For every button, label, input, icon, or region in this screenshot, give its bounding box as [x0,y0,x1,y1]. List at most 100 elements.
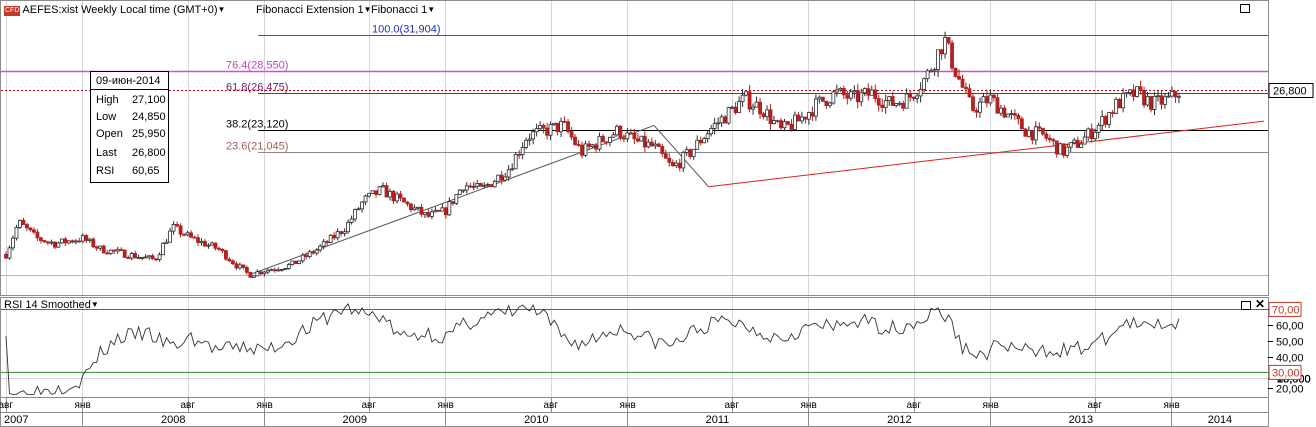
maximize-icon[interactable] [1240,4,1250,13]
candle-body [740,94,745,103]
candle-body [897,102,902,105]
candle-body [32,229,36,233]
candle-body [737,101,742,114]
candle-body [171,224,176,232]
fibonacci-levels: 100.0(31,904) 76.4(28,550) 61.8(26,475) 38.… [1,24,1268,276]
candle-body [995,97,1000,114]
rsi-tick-label: 60,00 [1276,321,1304,333]
candle-body [14,227,19,239]
maximize-icon[interactable] [1241,301,1251,310]
candle-body [866,88,871,96]
candle-body [786,121,790,125]
candle-body [506,169,511,178]
chart-title[interactable]: CFD AEFES:xist Weekly Local time (GMT+0)▼ [4,2,225,17]
candle-body [318,245,323,251]
candle-body [4,253,8,259]
candle-body [709,128,714,135]
candle-body [761,113,766,118]
candle-body [775,120,780,122]
candle-body [880,104,885,108]
candle-body [974,110,979,113]
candle-body [744,91,748,96]
candle-body [1002,107,1007,118]
candle-body [398,193,403,199]
month-label: янв [75,400,91,411]
candle-body [182,233,186,236]
candle-body [1121,92,1126,109]
candle-body [381,185,385,188]
candle-body [35,231,40,239]
candle-body [370,190,375,194]
fibonacci-extension-tag[interactable]: Fibonacci Extension 1▼ [256,2,372,17]
candle-body [220,248,225,252]
fibonacci-level-label: 76.4(28,550) [226,60,288,72]
candle-body [590,144,595,147]
candle-body [468,185,473,188]
candle-body [311,251,316,254]
candle-body [367,192,371,197]
candle-body [217,247,221,250]
candle-body [779,120,783,129]
candle-body [1163,96,1167,105]
candle-body [1030,130,1035,141]
candle-body [1135,86,1139,97]
candle-body [349,218,354,223]
candle-body [42,240,47,243]
candle-body [457,189,462,195]
candle-body [939,49,944,55]
candle-body [915,95,920,99]
candle-body [276,269,281,272]
rsi-series [1,303,1268,396]
candle-body [1107,112,1112,125]
triangle-down-icon[interactable]: ▼ [90,300,99,309]
candle-body [412,207,417,211]
month-label: янв [438,400,454,411]
candle-body [478,182,483,187]
month-label: авг [181,400,196,411]
candle-body [922,78,927,90]
candle-body [66,240,71,244]
candle-body [339,231,344,234]
candle-body [908,93,913,98]
fibonacci-tag[interactable]: Fibonacci 1▼ [371,2,435,17]
candle-body [1152,96,1157,110]
close-icon[interactable]: ✕ [1255,297,1266,311]
candle-body [321,241,326,247]
rsi-tick-label: 20,00 [1276,384,1304,396]
candle-body [674,162,679,167]
triangle-down-icon[interactable]: ▼ [427,5,436,14]
candle-body [262,271,267,275]
candle-body [203,240,207,247]
candle-body [555,122,560,133]
candle-body [164,241,169,244]
candle-body [499,174,504,181]
candle-body [332,234,337,239]
candle-body [642,135,647,148]
candle-body [646,141,651,148]
axis-labels: 10,00015,00020,00025,00030,00026,80020,0… [1268,83,1314,396]
candle-body [52,241,57,248]
candle-body [688,149,693,157]
triangle-down-icon[interactable]: ▼ [363,5,372,14]
candle-body [101,245,106,254]
rsi-panel-title[interactable]: RSI 14 Smoothed▼ [4,299,99,311]
month-label: авг [362,400,377,411]
month-label: янв [257,400,273,411]
candle-body [1124,92,1129,95]
candle-body [199,240,204,243]
candle-body [346,221,351,233]
candle-body [307,251,312,257]
fibonacci-level-label: 38.2(23,120) [226,119,288,131]
candle-body [978,101,982,113]
candle-body [143,256,148,259]
candle-body [936,49,940,70]
candle-body [552,122,556,125]
candle-body [698,139,703,144]
rsi-upper-label: 70,00 [1272,304,1300,316]
candle-body [56,242,61,248]
candle-body [122,249,127,258]
candle-body [751,106,755,110]
triangle-down-icon[interactable]: ▼ [217,5,226,14]
month-label: янв [801,400,817,411]
